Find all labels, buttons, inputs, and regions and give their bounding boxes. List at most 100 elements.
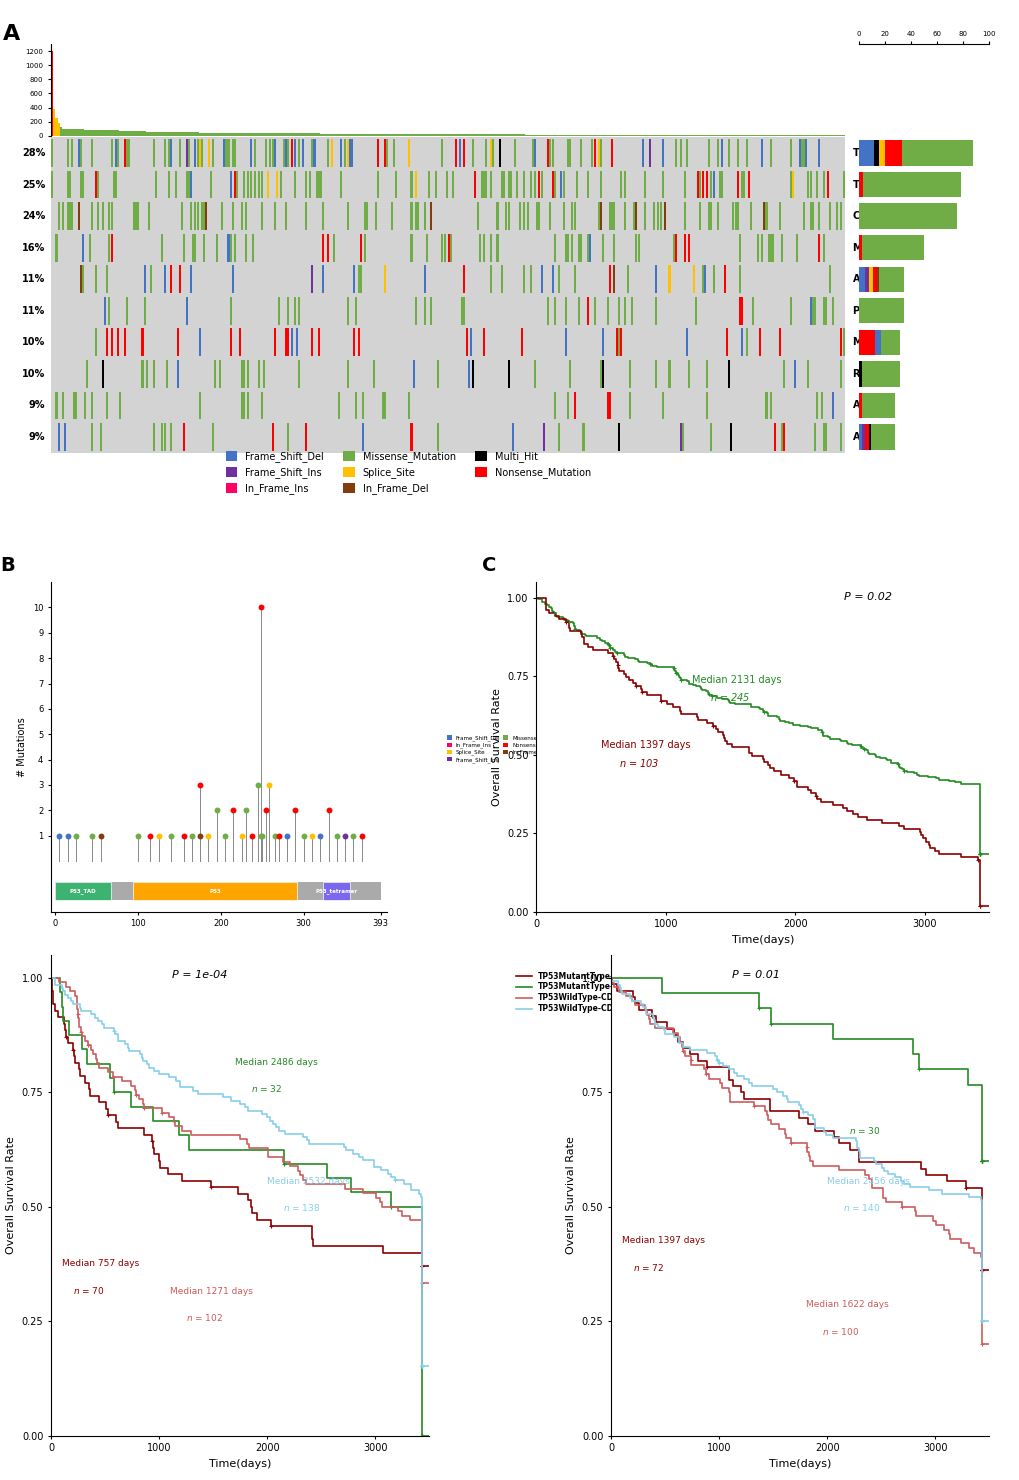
Bar — [100, 423, 102, 451]
Bar — [578, 297, 580, 324]
Bar — [130, 130, 132, 136]
Bar — [496, 203, 498, 229]
Bar — [684, 234, 685, 262]
Bar — [777, 203, 780, 229]
FancyBboxPatch shape — [322, 882, 350, 900]
Bar — [362, 423, 364, 451]
Bar — [620, 170, 622, 198]
Point — [208, 798, 224, 821]
Bar — [93, 130, 95, 136]
Bar — [593, 297, 595, 324]
Text: 16%: 16% — [22, 243, 46, 253]
Bar — [128, 139, 130, 167]
Bar — [489, 139, 491, 167]
Bar — [654, 297, 656, 324]
Bar — [115, 130, 117, 136]
Bar — [351, 133, 353, 136]
Bar — [870, 425, 895, 450]
Bar — [309, 133, 311, 136]
Bar — [858, 203, 956, 229]
Bar — [521, 329, 523, 357]
Bar — [396, 133, 399, 136]
Bar — [187, 132, 190, 136]
Bar — [201, 133, 203, 136]
Bar — [828, 203, 830, 229]
Bar — [840, 423, 842, 451]
Bar — [95, 265, 97, 293]
Bar — [260, 392, 262, 419]
Point — [163, 824, 179, 848]
Bar — [709, 423, 711, 451]
FancyBboxPatch shape — [55, 882, 380, 900]
Bar — [701, 265, 703, 293]
Text: P = 0.02: P = 0.02 — [844, 592, 892, 602]
Bar — [813, 297, 815, 324]
Bar — [137, 132, 139, 136]
Bar — [406, 133, 408, 136]
Bar — [546, 297, 548, 324]
Bar — [802, 203, 804, 229]
Bar — [368, 133, 370, 136]
Text: CTNNB1: CTNNB1 — [852, 212, 896, 221]
Bar — [809, 297, 811, 324]
Bar — [309, 170, 311, 198]
Bar — [305, 423, 307, 451]
Bar — [234, 234, 235, 262]
Point — [336, 824, 353, 848]
Bar — [589, 234, 591, 262]
Bar — [551, 265, 553, 293]
Bar — [485, 170, 487, 198]
Bar — [353, 265, 355, 293]
Bar — [769, 139, 771, 167]
X-axis label: Time(days): Time(days) — [209, 1459, 271, 1468]
Bar — [214, 133, 216, 136]
Bar — [430, 135, 432, 136]
Bar — [608, 392, 610, 419]
Bar — [858, 330, 874, 355]
Bar — [183, 234, 185, 262]
Legend: TP53MutantType-CDK4High, TP53MutantType-CDK4Low, TP53WildType-CDK4High, TP53Wild: TP53MutantType-CDK4High, TP53MutantType-… — [513, 968, 659, 1017]
Bar — [540, 170, 542, 198]
Bar — [811, 203, 813, 229]
Bar — [190, 265, 192, 293]
Bar — [423, 135, 425, 136]
Bar — [507, 170, 510, 198]
Bar — [736, 139, 738, 167]
Bar — [813, 423, 815, 451]
Bar — [540, 265, 542, 293]
Bar — [91, 139, 93, 167]
Bar — [252, 133, 254, 136]
Bar — [441, 139, 443, 167]
Bar — [79, 170, 82, 198]
Bar — [392, 139, 394, 167]
Bar — [612, 234, 614, 262]
Bar — [500, 170, 502, 198]
Point — [225, 798, 242, 821]
Bar — [741, 170, 743, 198]
Bar — [208, 139, 210, 167]
Bar — [661, 392, 663, 419]
Bar — [82, 265, 84, 293]
Bar — [707, 139, 709, 167]
Bar — [824, 297, 826, 324]
Text: PCLO: PCLO — [852, 306, 880, 315]
Bar — [110, 203, 112, 229]
Bar — [459, 139, 461, 167]
Bar — [739, 265, 741, 293]
Bar — [618, 329, 620, 357]
Y-axis label: # Mutations: # Mutations — [17, 716, 28, 777]
Bar — [139, 132, 142, 136]
Bar — [612, 203, 614, 229]
Bar — [652, 203, 654, 229]
Text: 10%: 10% — [22, 369, 46, 379]
Bar — [71, 139, 73, 167]
Bar — [392, 133, 394, 136]
Bar — [123, 130, 125, 136]
Bar — [858, 235, 861, 260]
Bar — [218, 360, 220, 388]
Bar — [783, 423, 785, 451]
Bar — [163, 139, 165, 167]
Bar — [51, 139, 53, 167]
Bar — [364, 234, 366, 262]
Bar — [176, 329, 178, 357]
